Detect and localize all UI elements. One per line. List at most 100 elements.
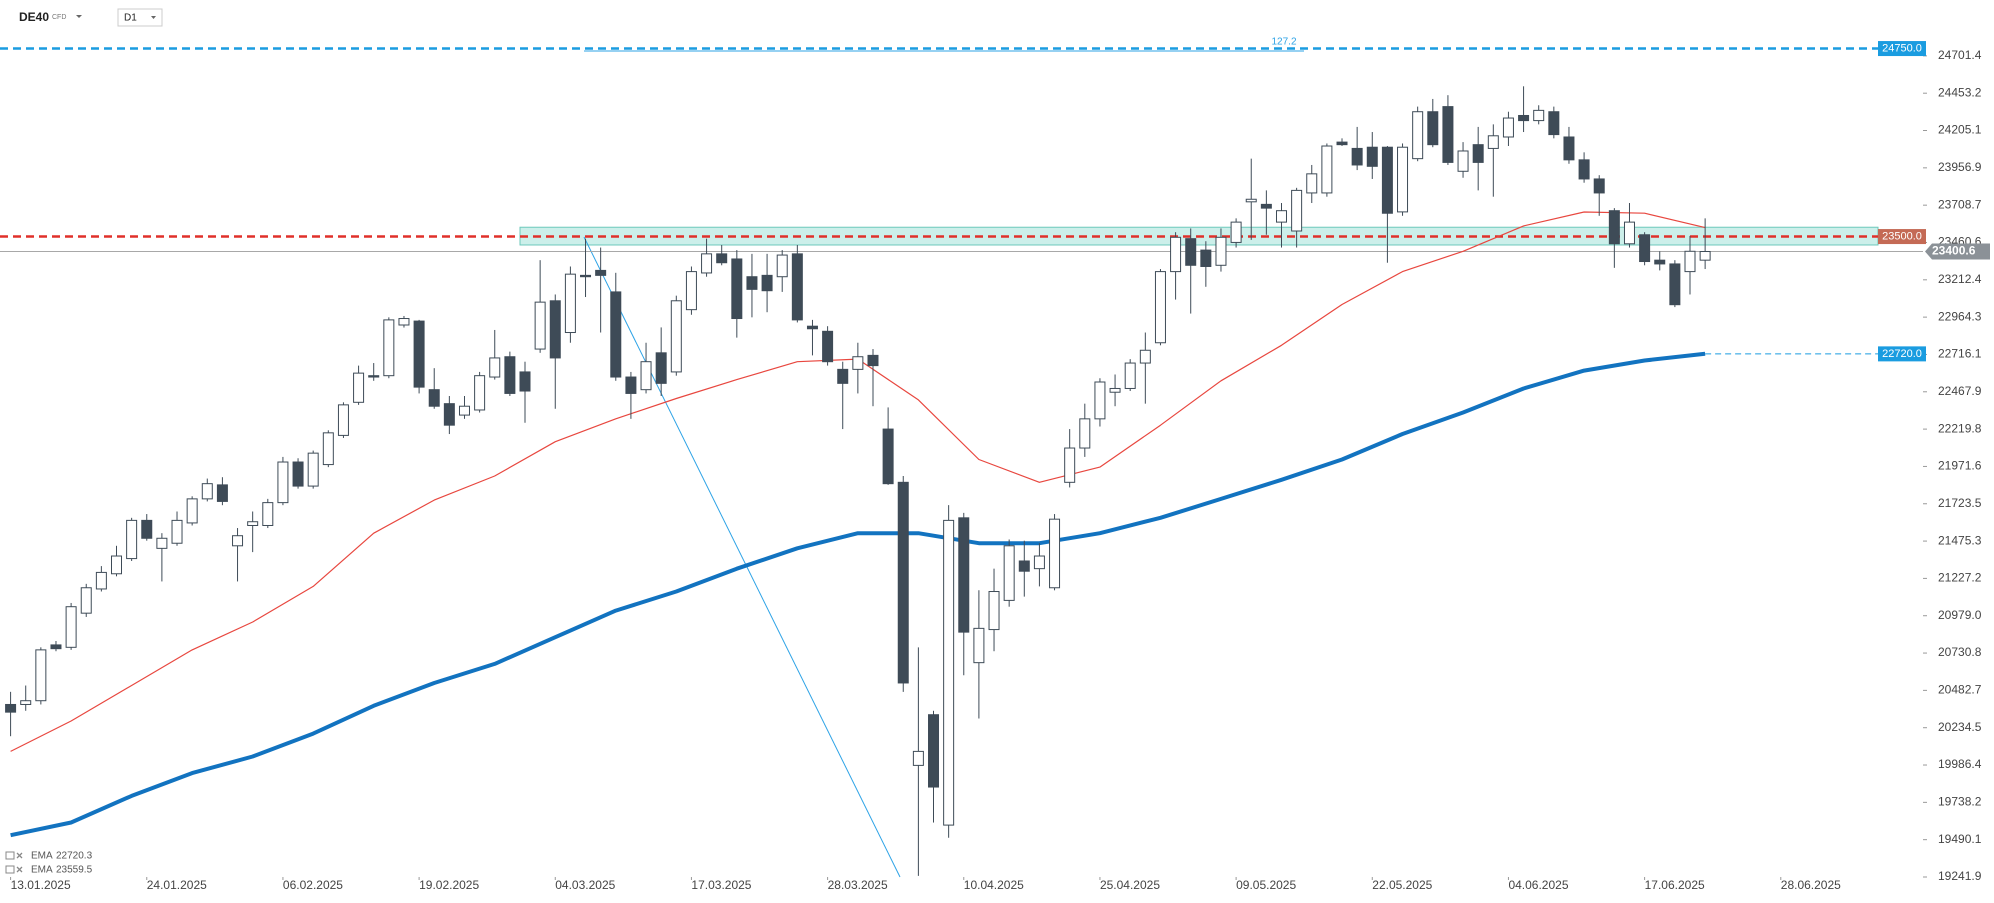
candle-body-up — [1170, 236, 1182, 273]
candle-body-down — [1185, 238, 1197, 266]
candle-body-up — [110, 555, 122, 575]
candle-body-up — [458, 405, 470, 416]
candle-body-up — [912, 750, 924, 766]
x-tick-label: 24.01.2025 — [147, 878, 207, 892]
x-tick-label: 25.04.2025 — [1100, 878, 1160, 892]
y-tick-label: 24205.1 — [1938, 123, 1982, 137]
candle-body-up — [35, 649, 47, 702]
candle-body-down — [549, 300, 561, 359]
x-tick-label: 13.01.2025 — [11, 878, 71, 892]
legend-name: EMA — [31, 865, 53, 876]
fib-label: 127.2 — [1271, 37, 1296, 48]
y-tick-label: 24453.2 — [1938, 85, 1982, 99]
candle-body-up — [186, 498, 198, 524]
candle-body-up — [1502, 117, 1514, 138]
candle-body-down — [746, 276, 758, 290]
candle-body-down — [806, 325, 818, 330]
candle-body-up — [1533, 109, 1545, 122]
candle-body-down — [519, 371, 531, 392]
candle-body-down — [716, 253, 728, 264]
candle-body-up — [1245, 198, 1257, 203]
candle-body-down — [882, 428, 894, 485]
y-tick-label: 22716.1 — [1938, 347, 1982, 361]
candle-body-down — [1200, 249, 1212, 267]
candle-body-down — [1427, 111, 1439, 146]
level-label-box — [1878, 346, 1926, 362]
candle-body-up — [776, 254, 788, 278]
candle-body-down — [504, 356, 516, 394]
candle-body-up — [943, 519, 955, 826]
candle-body-up — [398, 318, 410, 326]
legend-remove — [16, 866, 23, 873]
candle-body-down — [1336, 141, 1348, 146]
candle-body-down — [368, 375, 380, 378]
candle-body-up — [640, 361, 652, 391]
candle-body-down — [897, 481, 909, 684]
candle-body-up — [80, 587, 92, 614]
candle-body-down — [413, 320, 425, 388]
candle-body-up — [988, 591, 1000, 631]
candle-body-up — [322, 432, 334, 466]
candle-body-down — [928, 714, 940, 788]
level-label-box — [1878, 229, 1926, 245]
candle-body-up — [1139, 349, 1151, 364]
candle-body-up — [201, 483, 213, 500]
candle-body-up — [1124, 362, 1136, 389]
y-tick-label: 20979.0 — [1938, 608, 1982, 622]
y-tick-label: 24701.4 — [1938, 48, 1982, 62]
candle-body-up — [65, 606, 77, 648]
candle-body-down — [580, 274, 592, 278]
y-tick-label: 22219.8 — [1938, 421, 1982, 435]
candle-body-up — [1215, 236, 1227, 266]
candle-body-up — [1699, 251, 1711, 261]
candle-body-up — [232, 535, 244, 547]
x-tick-label: 22.05.2025 — [1372, 878, 1432, 892]
candle-body-up — [1321, 145, 1333, 194]
candle-body-up — [489, 357, 501, 378]
toolbar: DE40 CFD D1 — [19, 8, 163, 27]
symbol[interactable]: DE40 — [19, 10, 49, 24]
ema-line — [10, 351, 1706, 838]
legend-remove — [16, 852, 23, 859]
x-tick-label: 10.04.2025 — [964, 878, 1024, 892]
y-tick-label: 23956.9 — [1938, 160, 1982, 174]
candle-body-down — [958, 517, 970, 633]
y-tick-label: 19986.4 — [1938, 757, 1982, 771]
y-tick-label: 20730.8 — [1938, 645, 1982, 659]
y-tick-label: 22467.9 — [1938, 384, 1982, 398]
candle-body-down — [1381, 146, 1393, 214]
x-tick-label: 09.05.2025 — [1236, 878, 1296, 892]
candle-body-up — [1275, 210, 1287, 223]
legend-name: EMA — [31, 851, 53, 862]
ema-line — [10, 211, 1706, 752]
candle-body-up — [1079, 418, 1091, 449]
candle-body-down — [141, 519, 153, 539]
candle-body-up — [1154, 271, 1166, 344]
symbol-dropdown[interactable] — [76, 15, 82, 18]
candle-body-down — [292, 461, 304, 487]
timeframe-select[interactable] — [117, 8, 163, 27]
candle-body-up — [1684, 250, 1696, 273]
y-tick-label: 21475.3 — [1938, 533, 1982, 547]
candle-body-up — [126, 519, 138, 560]
candle-body-up — [307, 452, 319, 487]
x-tick-label: 17.06.2025 — [1645, 878, 1705, 892]
timeframe[interactable]: D1 — [124, 13, 137, 24]
candle-body-down — [655, 352, 667, 384]
candle-body-up — [1094, 381, 1106, 420]
candle-body-down — [610, 291, 622, 378]
candle-body-up — [474, 375, 486, 411]
timeframe-dropdown[interactable] — [151, 16, 156, 19]
candle-body-up — [534, 301, 546, 350]
candle-body-up — [156, 537, 168, 549]
candle-body-up — [1109, 387, 1121, 393]
instrument-type: CFD — [52, 14, 66, 21]
x-tick-label: 06.02.2025 — [283, 878, 343, 892]
candle-body-down — [1442, 106, 1454, 163]
candle-body-down — [625, 376, 637, 394]
candle-body-down — [1548, 111, 1560, 136]
level-label: 22720.0 — [1882, 348, 1922, 360]
candle-body-down — [1366, 146, 1378, 167]
